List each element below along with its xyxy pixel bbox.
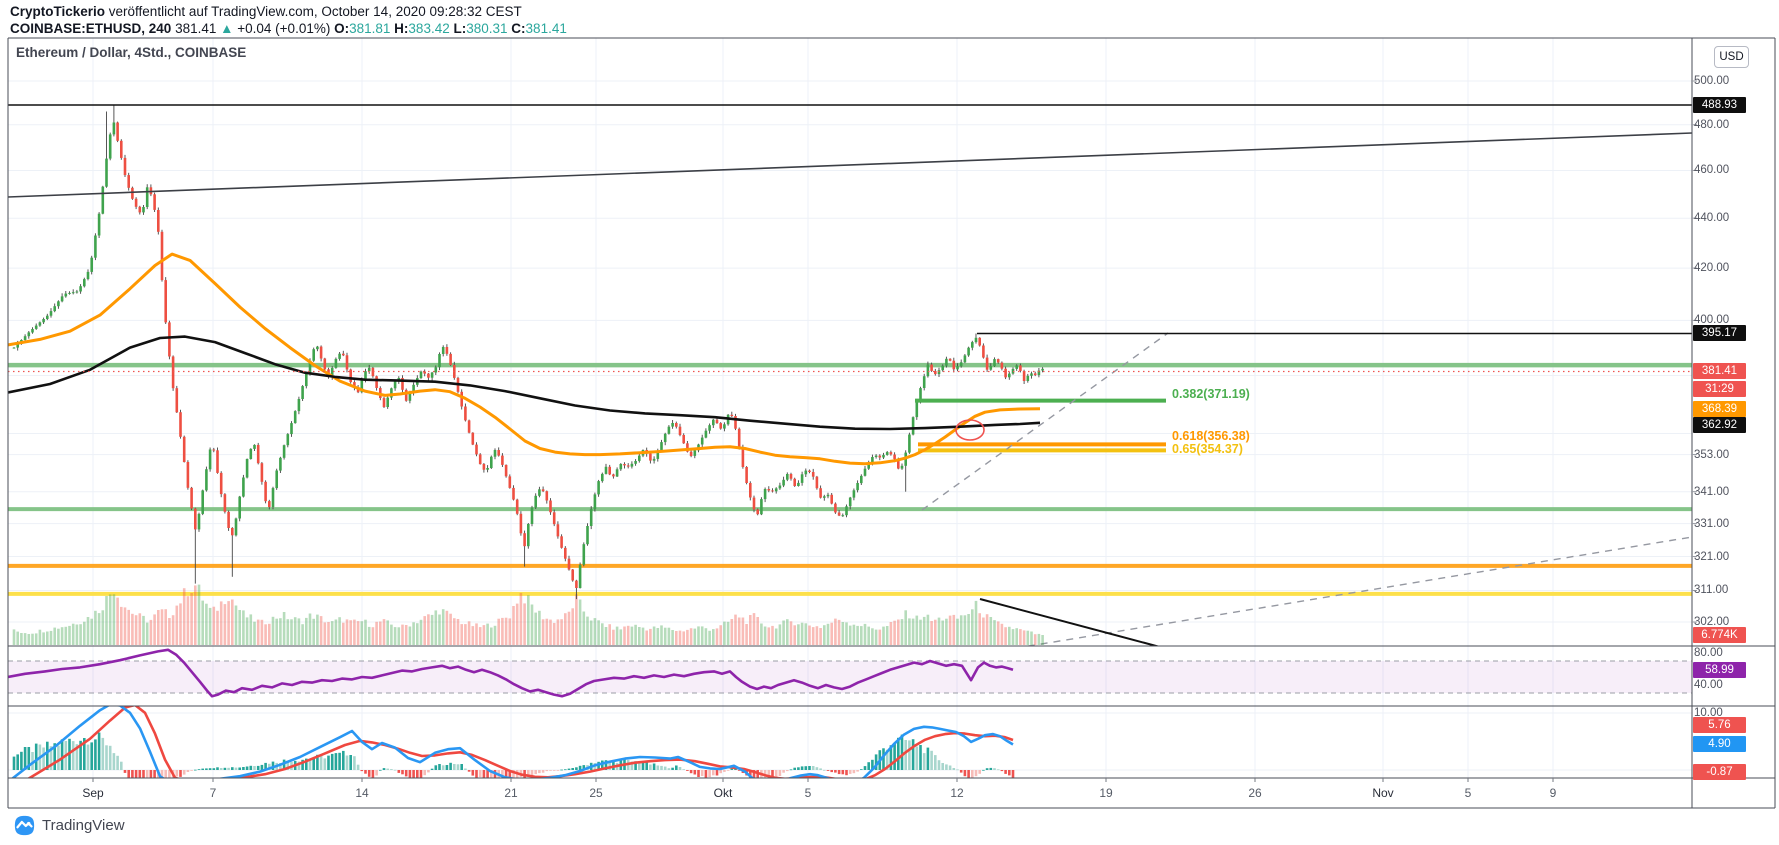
time-axis-label[interactable]: Okt <box>713 786 733 800</box>
up-arrow-icon: ▲ <box>220 21 234 36</box>
fib-label-065[interactable]: 0.65(354.37) <box>1172 442 1243 456</box>
author-name: CryptoTickerio <box>10 4 106 19</box>
footer: TradingView <box>14 815 125 836</box>
price-axis-badge[interactable]: 58.99 <box>1693 662 1746 678</box>
time-axis-label[interactable]: 14 <box>355 786 369 800</box>
ma-fast-line[interactable] <box>8 252 1041 466</box>
price-axis-badge[interactable]: 488.93 <box>1693 97 1746 114</box>
price-axis-badge[interactable]: 5.76 <box>1693 717 1746 733</box>
price-axis-badge[interactable]: 381.41 <box>1693 363 1746 380</box>
macd-line[interactable] <box>8 705 1014 785</box>
fib-label-0618[interactable]: 0.618(356.38) <box>1172 429 1250 443</box>
trendline-dashed[interactable] <box>921 332 1169 511</box>
low-label: L: <box>453 21 467 36</box>
price-axis-label: 302.00 <box>1694 615 1730 628</box>
low-value: 380.31 <box>466 21 508 36</box>
time-axis-label[interactable]: 12 <box>950 786 964 800</box>
currency-axis-button[interactable]: USD <box>1714 46 1749 68</box>
ma-slow-line[interactable] <box>8 335 1041 431</box>
price-axis-badge[interactable]: 368.39 <box>1693 400 1746 417</box>
time-axis-label[interactable]: Sep <box>82 786 104 800</box>
macd-signal-line[interactable] <box>8 705 1014 791</box>
price-axis-badge[interactable]: 395.17 <box>1693 325 1746 342</box>
time-axis-label[interactable]: Nov <box>1372 786 1394 800</box>
price-axis-label: 420.00 <box>1694 262 1730 275</box>
price-axis-badge[interactable]: 31:29 <box>1693 381 1746 397</box>
price-axis-label: 400.00 <box>1694 314 1730 327</box>
publication-header: CryptoTickerio veröffentlicht auf Tradin… <box>10 3 567 37</box>
chart-legend-title[interactable]: Ethereum / Dollar, 4Std., COINBASE <box>16 45 247 60</box>
price-axis-badge[interactable]: 4.90 <box>1693 736 1746 752</box>
tradingview-logo-icon[interactable] <box>14 815 35 836</box>
publication-line: CryptoTickerio veröffentlicht auf Tradin… <box>10 3 567 20</box>
price-axis-badge[interactable]: 362.92 <box>1693 416 1746 433</box>
price-axis-label: 460.00 <box>1694 164 1730 177</box>
price-axis-label: 353.00 <box>1694 448 1730 461</box>
close-label: C: <box>511 21 526 36</box>
trendline-upper[interactable] <box>8 132 1692 198</box>
fib-label-0382[interactable]: 0.382(371.19) <box>1172 387 1250 401</box>
publication-info: veröffentlicht auf TradingView.com, Octo… <box>105 4 522 19</box>
time-axis-label[interactable]: 5 <box>1464 786 1472 800</box>
time-axis-label[interactable]: 19 <box>1099 786 1113 800</box>
last-price: 381.41 <box>175 21 217 36</box>
indicator-axis-label: 10.00 <box>1694 707 1723 719</box>
circle-annotation[interactable] <box>955 419 985 441</box>
open-label: O: <box>334 21 350 36</box>
indicator-axis-label: 40.00 <box>1694 679 1723 691</box>
price-axis-label: 311.00 <box>1694 584 1729 597</box>
volume-bars <box>12 584 1044 645</box>
time-axis-label[interactable]: 7 <box>209 786 217 800</box>
trendline[interactable] <box>938 536 1692 661</box>
time-axis-label[interactable]: 9 <box>1549 786 1557 800</box>
tradingview-brand-text[interactable]: TradingView <box>42 817 125 834</box>
open-value: 381.81 <box>349 21 391 36</box>
time-axis-label[interactable]: 25 <box>589 786 603 800</box>
price-axis-label: 341.00 <box>1694 485 1730 498</box>
time-axis-label[interactable]: 21 <box>504 786 518 800</box>
rsi-line[interactable] <box>8 648 1014 698</box>
time-axis-label[interactable]: 5 <box>804 786 812 800</box>
symbol-line: COINBASE:ETHUSD, 240 381.41 ▲ +0.04 (+0.… <box>10 20 567 37</box>
close-value: 381.41 <box>525 21 567 36</box>
panel-borders <box>7 37 1776 809</box>
high-value: 383.42 <box>408 21 450 36</box>
price-axis-label: 321.00 <box>1694 550 1730 563</box>
price-change: +0.04 (+0.01%) <box>237 21 331 36</box>
indicator-axis-label: 80.00 <box>1694 647 1723 659</box>
symbol-name: COINBASE:ETHUSD, 240 <box>10 21 172 36</box>
price-axis-badge[interactable]: 6.774K <box>1693 627 1746 643</box>
price-axis-badge[interactable]: -0.87 <box>1693 764 1746 780</box>
macd-panel[interactable] <box>8 705 1692 824</box>
candlesticks <box>12 105 1044 600</box>
price-panel[interactable] <box>8 80 1692 661</box>
price-axis-label: 480.00 <box>1694 118 1730 131</box>
time-axis-label[interactable]: 26 <box>1248 786 1262 800</box>
rsi-panel[interactable] <box>8 648 1692 698</box>
price-axis-label: 440.00 <box>1694 212 1730 225</box>
price-axis-label: 500.00 <box>1694 75 1730 87</box>
trendline[interactable] <box>979 598 1161 647</box>
price-axis-label: 331.00 <box>1694 517 1730 530</box>
high-label: H: <box>394 21 409 36</box>
